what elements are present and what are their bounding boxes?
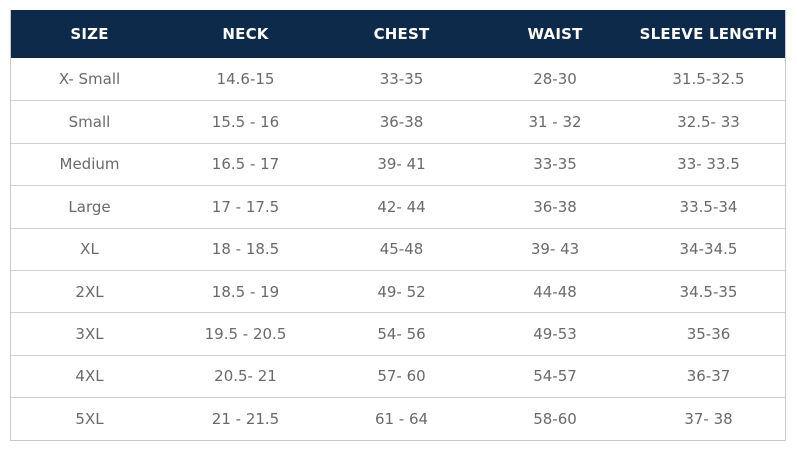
cell-waist: 36-38 <box>533 197 577 216</box>
table-row: 3XL 19.5 - 20.5 54- 56 49-53 35-36 <box>11 312 785 354</box>
cell-size: 3XL <box>75 325 104 344</box>
cell-size: Medium <box>59 155 120 174</box>
cell-sleeve-length: 36-37 <box>686 367 731 386</box>
cell-sleeve-length: 33.5-34 <box>679 197 738 216</box>
table-header: SIZE NECK CHEST WAIST SLEEVE LENGTH <box>11 10 785 58</box>
table-body: X- Small 14.6-15 33-35 28-30 31.5-32.5 Small 1… <box>11 58 785 440</box>
cell-chest: 45-48 <box>379 240 424 259</box>
table-row: Medium 16.5 - 17 39- 41 33-35 33- 33.5 <box>11 142 785 185</box>
cell-sleeve-length: 33- 33.5 <box>677 155 740 174</box>
cell-neck: 19.5 - 20.5 <box>204 325 287 344</box>
cell-neck: 15.5 - 16 <box>211 113 280 132</box>
cell-chest: 57- 60 <box>377 367 426 386</box>
cell-waist: 31 - 32 <box>528 113 582 132</box>
cell-sleeve-length: 31.5-32.5 <box>672 70 745 89</box>
cell-chest: 61 - 64 <box>374 409 429 428</box>
cell-neck: 14.6-15 <box>216 70 275 89</box>
cell-neck: 17 - 17.5 <box>211 197 280 216</box>
table-row: Small 15.5 - 16 36-38 31 - 32 32.5- 33 <box>11 100 785 142</box>
cell-size: 2XL <box>75 282 104 301</box>
cell-sleeve-length: 34.5-35 <box>679 282 738 301</box>
cell-size: Large <box>68 197 111 216</box>
cell-chest: 49- 52 <box>377 282 426 301</box>
header-neck: NECK <box>222 25 269 43</box>
cell-size: 5XL <box>75 409 104 428</box>
size-chart-table: SIZE NECK CHEST WAIST SLEEVE LENGTH X- S… <box>10 10 786 441</box>
cell-chest: 54- 56 <box>377 325 426 344</box>
table-row: X- Small 14.6-15 33-35 28-30 31.5-32.5 <box>11 58 785 100</box>
cell-waist: 28-30 <box>533 70 577 89</box>
header-sleeve-length: SLEEVE LENGTH <box>639 25 778 43</box>
cell-sleeve-length: 34-34.5 <box>679 240 738 259</box>
cell-waist: 58-60 <box>533 409 577 428</box>
cell-sleeve-length: 35-36 <box>686 325 731 344</box>
cell-chest: 33-35 <box>379 70 424 89</box>
cell-waist: 54-57 <box>533 367 577 386</box>
cell-neck: 18.5 - 19 <box>211 282 280 301</box>
cell-waist: 39- 43 <box>530 240 580 259</box>
cell-neck: 18 - 18.5 <box>211 240 280 259</box>
cell-neck: 20.5- 21 <box>214 367 277 386</box>
cell-chest: 42- 44 <box>377 197 426 216</box>
table-row: Large 17 - 17.5 42- 44 36-38 33.5-34 <box>11 185 785 227</box>
table-row: 4XL 20.5- 21 57- 60 54-57 36-37 <box>11 354 785 397</box>
cell-chest: 36-38 <box>379 113 424 132</box>
table-row: 2XL 18.5 - 19 49- 52 44-48 34.5-35 <box>11 269 785 312</box>
cell-neck: 16.5 - 17 <box>211 155 280 174</box>
table-row: 5XL 21 - 21.5 61 - 64 58-60 37- 38 <box>11 397 785 439</box>
header-size: SIZE <box>70 25 109 43</box>
cell-neck: 21 - 21.5 <box>211 409 280 428</box>
table-row: XL 18 - 18.5 45-48 39- 43 34-34.5 <box>11 227 785 270</box>
cell-waist: 44-48 <box>533 282 577 301</box>
cell-size: 4XL <box>75 367 104 386</box>
cell-sleeve-length: 37- 38 <box>684 409 733 428</box>
cell-chest: 39- 41 <box>377 155 426 174</box>
cell-size: Small <box>68 113 111 132</box>
cell-size: XL <box>80 240 99 259</box>
cell-size: X- Small <box>58 70 121 89</box>
header-waist: WAIST <box>527 25 583 43</box>
header-chest: CHEST <box>373 25 430 43</box>
cell-waist: 49-53 <box>533 325 577 344</box>
cell-sleeve-length: 32.5- 33 <box>677 113 740 132</box>
cell-waist: 33-35 <box>533 155 577 174</box>
